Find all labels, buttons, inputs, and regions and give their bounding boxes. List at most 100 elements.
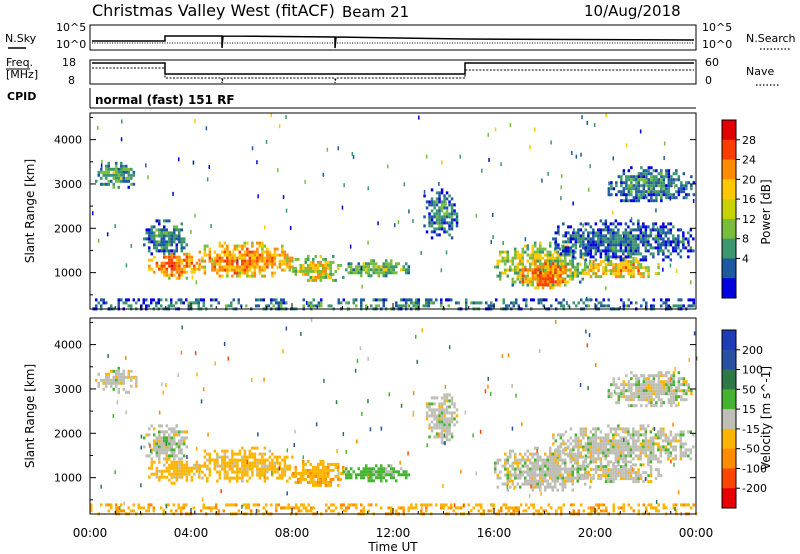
velocity-cell-7 bbox=[569, 479, 572, 483]
power-cell-1 bbox=[178, 231, 181, 235]
velocity-cell-4 bbox=[302, 462, 305, 466]
velocity-cell-7 bbox=[531, 473, 534, 477]
velocity-cell-8 bbox=[622, 468, 625, 472]
velocity-cell-7 bbox=[544, 488, 547, 492]
velocity-cell-6 bbox=[433, 402, 436, 406]
velocity-cell-10 bbox=[615, 392, 618, 396]
power-cell-3 bbox=[268, 253, 272, 257]
power-cell-5 bbox=[370, 274, 373, 278]
power-cell-10 bbox=[614, 219, 618, 223]
velocity-cell-9 bbox=[569, 436, 573, 440]
power-speckle bbox=[121, 119, 123, 124]
velocity-cell-6 bbox=[443, 399, 446, 403]
power-cell-0 bbox=[130, 173, 133, 177]
velocity-cell-9 bbox=[589, 454, 593, 458]
power-cell-5 bbox=[382, 262, 385, 266]
power-cell-12 bbox=[517, 304, 520, 308]
power-cell-11 bbox=[657, 193, 661, 197]
velocity-cell-7 bbox=[531, 464, 534, 468]
velocity-cell-8 bbox=[604, 465, 608, 469]
velocity-cell-8 bbox=[619, 468, 623, 472]
power-cell-12 bbox=[152, 298, 155, 302]
power-cell-7 bbox=[534, 253, 537, 257]
power-cell-5 bbox=[357, 271, 360, 275]
power-cell-8 bbox=[536, 265, 540, 269]
power-cell-3 bbox=[256, 256, 259, 260]
power-cell-12 bbox=[385, 298, 388, 302]
velocity-cell-1 bbox=[165, 436, 168, 440]
velocity-cell-0 bbox=[105, 384, 108, 388]
power-cell-7 bbox=[584, 268, 587, 272]
power-cell-3 bbox=[231, 265, 234, 269]
power-cell-12 bbox=[577, 301, 580, 305]
velocity-cell-11 bbox=[602, 509, 605, 513]
velocity-cell-10 bbox=[657, 380, 661, 384]
power-cell-10 bbox=[642, 243, 645, 247]
power-cell-2 bbox=[155, 264, 159, 268]
velocity-cell-0 bbox=[135, 384, 138, 388]
power-cell-6 bbox=[443, 230, 446, 234]
power-cell-12 bbox=[640, 304, 643, 308]
power-cell-12 bbox=[580, 298, 583, 302]
power-cell-9 bbox=[594, 272, 598, 276]
velocity-cell-7 bbox=[544, 473, 547, 477]
power-cell-5 bbox=[347, 265, 350, 269]
power-cell-11 bbox=[655, 193, 658, 197]
velocity-speckle bbox=[501, 354, 504, 359]
velocity-cell-2 bbox=[165, 466, 169, 470]
velocity-cell-11 bbox=[535, 509, 538, 513]
power-speckle bbox=[92, 211, 94, 216]
power-cell-10 bbox=[594, 246, 598, 250]
power-cell-7 bbox=[564, 256, 567, 260]
velocity-speckle bbox=[437, 432, 440, 437]
velocity-cell-7 bbox=[509, 476, 512, 480]
power-cell-10 bbox=[557, 231, 560, 235]
power-cell-12 bbox=[512, 301, 515, 305]
velocity-cell-3 bbox=[248, 461, 252, 465]
velocity-cell-9 bbox=[584, 445, 588, 449]
velocity-cell-6 bbox=[438, 417, 441, 421]
velocity-cell-9 bbox=[657, 460, 660, 464]
power-cell-12 bbox=[525, 301, 528, 305]
velocity-cell-0 bbox=[120, 375, 123, 379]
power-cell-7 bbox=[544, 253, 547, 257]
velocity-cell-3 bbox=[223, 476, 227, 480]
velocity-cell-9 bbox=[624, 460, 628, 464]
power-cell-5 bbox=[352, 268, 355, 272]
power-cell-1 bbox=[155, 219, 158, 223]
power-cell-10 bbox=[567, 246, 570, 250]
velocity-speckle bbox=[479, 429, 482, 434]
power-cell-10 bbox=[579, 237, 583, 241]
velocity-cell-5 bbox=[372, 467, 375, 471]
velocity-cell-3 bbox=[241, 473, 244, 477]
velocity-cell-7 bbox=[559, 452, 562, 456]
power-cell-3 bbox=[233, 259, 237, 263]
velocity-speckle bbox=[416, 359, 418, 364]
velocity-cell-11 bbox=[370, 503, 373, 507]
power-cell-11 bbox=[675, 196, 678, 200]
velocity-cell-8 bbox=[602, 471, 605, 475]
velocity-cell-3 bbox=[251, 464, 254, 468]
power-cell-6 bbox=[435, 215, 439, 219]
velocity-cell-9 bbox=[622, 448, 625, 452]
power-cell-11 bbox=[657, 184, 661, 188]
power-cell-11 bbox=[682, 184, 686, 188]
power-cell-10 bbox=[612, 255, 615, 259]
power-cell-7 bbox=[566, 268, 569, 272]
velocity-cell-9 bbox=[569, 451, 573, 455]
power-cell-12 bbox=[277, 304, 280, 308]
power-cell-8 bbox=[549, 268, 552, 272]
velocity-cell-11 bbox=[270, 503, 273, 507]
power-cell-11 bbox=[660, 181, 663, 185]
power-cell-12 bbox=[490, 304, 493, 308]
velocity-cell-11 bbox=[387, 506, 390, 510]
power-cell-6 bbox=[428, 215, 431, 219]
velocity-cell-11 bbox=[612, 506, 615, 510]
velocity-cell-9 bbox=[607, 454, 610, 458]
velocity-cell-5 bbox=[372, 470, 375, 474]
power-cell-0 bbox=[122, 173, 125, 177]
power-cell-3 bbox=[213, 250, 217, 254]
velocity-cell-7 bbox=[516, 473, 519, 477]
velocity-cell-9 bbox=[622, 451, 625, 455]
power-cell-4 bbox=[299, 266, 302, 270]
